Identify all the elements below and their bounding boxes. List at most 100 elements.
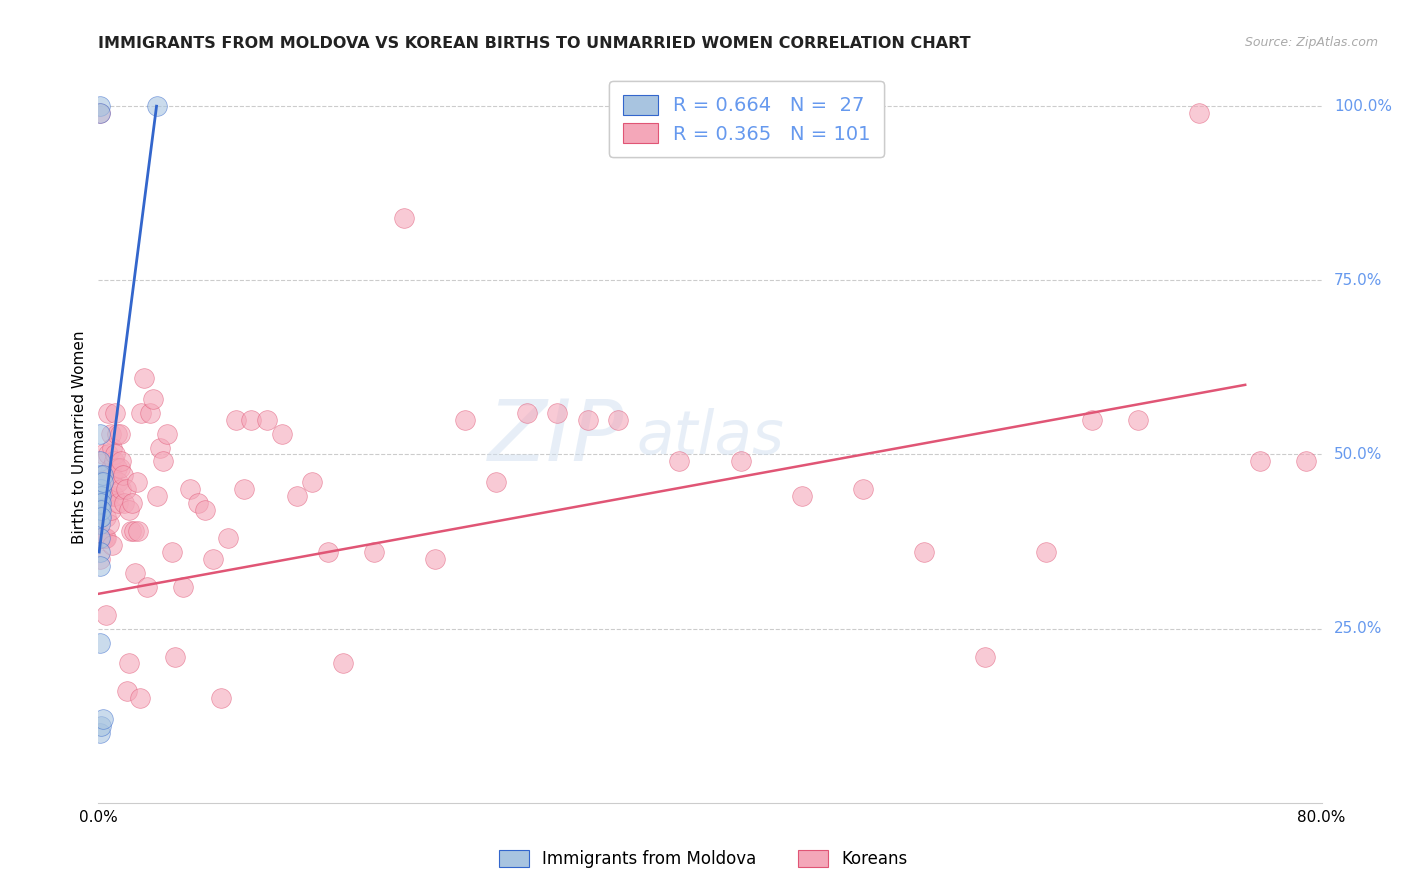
Point bbox=[110, 483, 132, 497]
Point bbox=[89, 483, 111, 497]
Point bbox=[149, 441, 172, 455]
Point bbox=[546, 406, 568, 420]
Point bbox=[332, 657, 354, 671]
Point bbox=[91, 448, 114, 462]
Point bbox=[225, 412, 247, 426]
Point bbox=[89, 426, 111, 441]
Point bbox=[1249, 454, 1271, 468]
Point bbox=[145, 99, 167, 113]
Point bbox=[97, 406, 120, 420]
Point bbox=[93, 468, 115, 483]
Point bbox=[93, 531, 115, 545]
Y-axis label: Births to Unmarried Women: Births to Unmarried Women bbox=[72, 330, 87, 544]
Point bbox=[454, 412, 477, 426]
Point bbox=[1295, 454, 1317, 468]
Point bbox=[108, 461, 131, 475]
Legend: R = 0.664   N =  27, R = 0.365   N = 101: R = 0.664 N = 27, R = 0.365 N = 101 bbox=[609, 81, 884, 157]
Point bbox=[1035, 545, 1057, 559]
Point bbox=[172, 580, 194, 594]
Text: 25.0%: 25.0% bbox=[1334, 621, 1382, 636]
Point bbox=[105, 461, 128, 475]
Point bbox=[94, 510, 117, 524]
Point bbox=[607, 412, 630, 426]
Point bbox=[145, 489, 167, 503]
Point bbox=[127, 524, 149, 538]
Point bbox=[98, 489, 121, 503]
Point bbox=[94, 531, 117, 545]
Text: 100.0%: 100.0% bbox=[1334, 99, 1392, 113]
Point bbox=[142, 392, 165, 406]
Point bbox=[121, 496, 143, 510]
Text: IMMIGRANTS FROM MOLDOVA VS KOREAN BIRTHS TO UNMARRIED WOMEN CORRELATION CHART: IMMIGRANTS FROM MOLDOVA VS KOREAN BIRTHS… bbox=[98, 36, 972, 51]
Point bbox=[91, 475, 114, 490]
Point bbox=[790, 489, 813, 503]
Point bbox=[160, 545, 183, 559]
Point bbox=[128, 691, 150, 706]
Point bbox=[202, 552, 225, 566]
Point bbox=[256, 412, 278, 426]
Point bbox=[163, 649, 186, 664]
Point bbox=[485, 475, 508, 490]
Point bbox=[110, 454, 132, 468]
Point bbox=[89, 489, 111, 503]
Point bbox=[91, 468, 114, 483]
Legend: Immigrants from Moldova, Koreans: Immigrants from Moldova, Koreans bbox=[492, 843, 914, 875]
Point bbox=[90, 489, 112, 503]
Point bbox=[103, 489, 125, 503]
Point bbox=[89, 552, 111, 566]
Point bbox=[91, 531, 114, 545]
Point bbox=[100, 426, 122, 441]
Point bbox=[105, 426, 128, 441]
Point bbox=[516, 406, 538, 420]
Point bbox=[89, 503, 111, 517]
Point bbox=[89, 475, 111, 490]
Point bbox=[89, 106, 111, 120]
Point bbox=[101, 538, 124, 552]
Point bbox=[104, 448, 127, 462]
Point bbox=[194, 503, 217, 517]
Point bbox=[363, 545, 385, 559]
Point bbox=[89, 635, 111, 649]
Point bbox=[107, 496, 129, 510]
Point bbox=[89, 726, 111, 740]
Point bbox=[111, 468, 134, 483]
Point bbox=[89, 545, 111, 559]
Text: 75.0%: 75.0% bbox=[1334, 273, 1382, 288]
Point bbox=[1081, 412, 1104, 426]
Point bbox=[103, 454, 125, 468]
Point bbox=[97, 489, 120, 503]
Text: atlas: atlas bbox=[637, 408, 785, 467]
Point bbox=[134, 371, 156, 385]
Point bbox=[91, 712, 114, 726]
Point bbox=[117, 684, 139, 698]
Point bbox=[912, 545, 935, 559]
Point bbox=[217, 531, 239, 545]
Point bbox=[285, 489, 308, 503]
Point bbox=[100, 461, 122, 475]
Point bbox=[152, 454, 174, 468]
Point bbox=[974, 649, 997, 664]
Point bbox=[392, 211, 416, 225]
Point bbox=[89, 531, 111, 545]
Point bbox=[90, 483, 112, 497]
Point bbox=[668, 454, 690, 468]
Point bbox=[240, 412, 263, 426]
Point bbox=[115, 483, 138, 497]
Point bbox=[730, 454, 752, 468]
Point bbox=[122, 524, 145, 538]
Point bbox=[90, 531, 112, 545]
Point bbox=[90, 489, 112, 503]
Point bbox=[637, 106, 661, 120]
Point bbox=[94, 489, 117, 503]
Point bbox=[576, 412, 599, 426]
Point bbox=[107, 475, 129, 490]
Point bbox=[1188, 106, 1211, 120]
Point bbox=[91, 468, 114, 483]
Point bbox=[209, 691, 232, 706]
Point bbox=[118, 503, 141, 517]
Point bbox=[301, 475, 323, 490]
Point bbox=[112, 496, 135, 510]
Point bbox=[125, 475, 148, 490]
Point bbox=[118, 657, 141, 671]
Point bbox=[108, 426, 131, 441]
